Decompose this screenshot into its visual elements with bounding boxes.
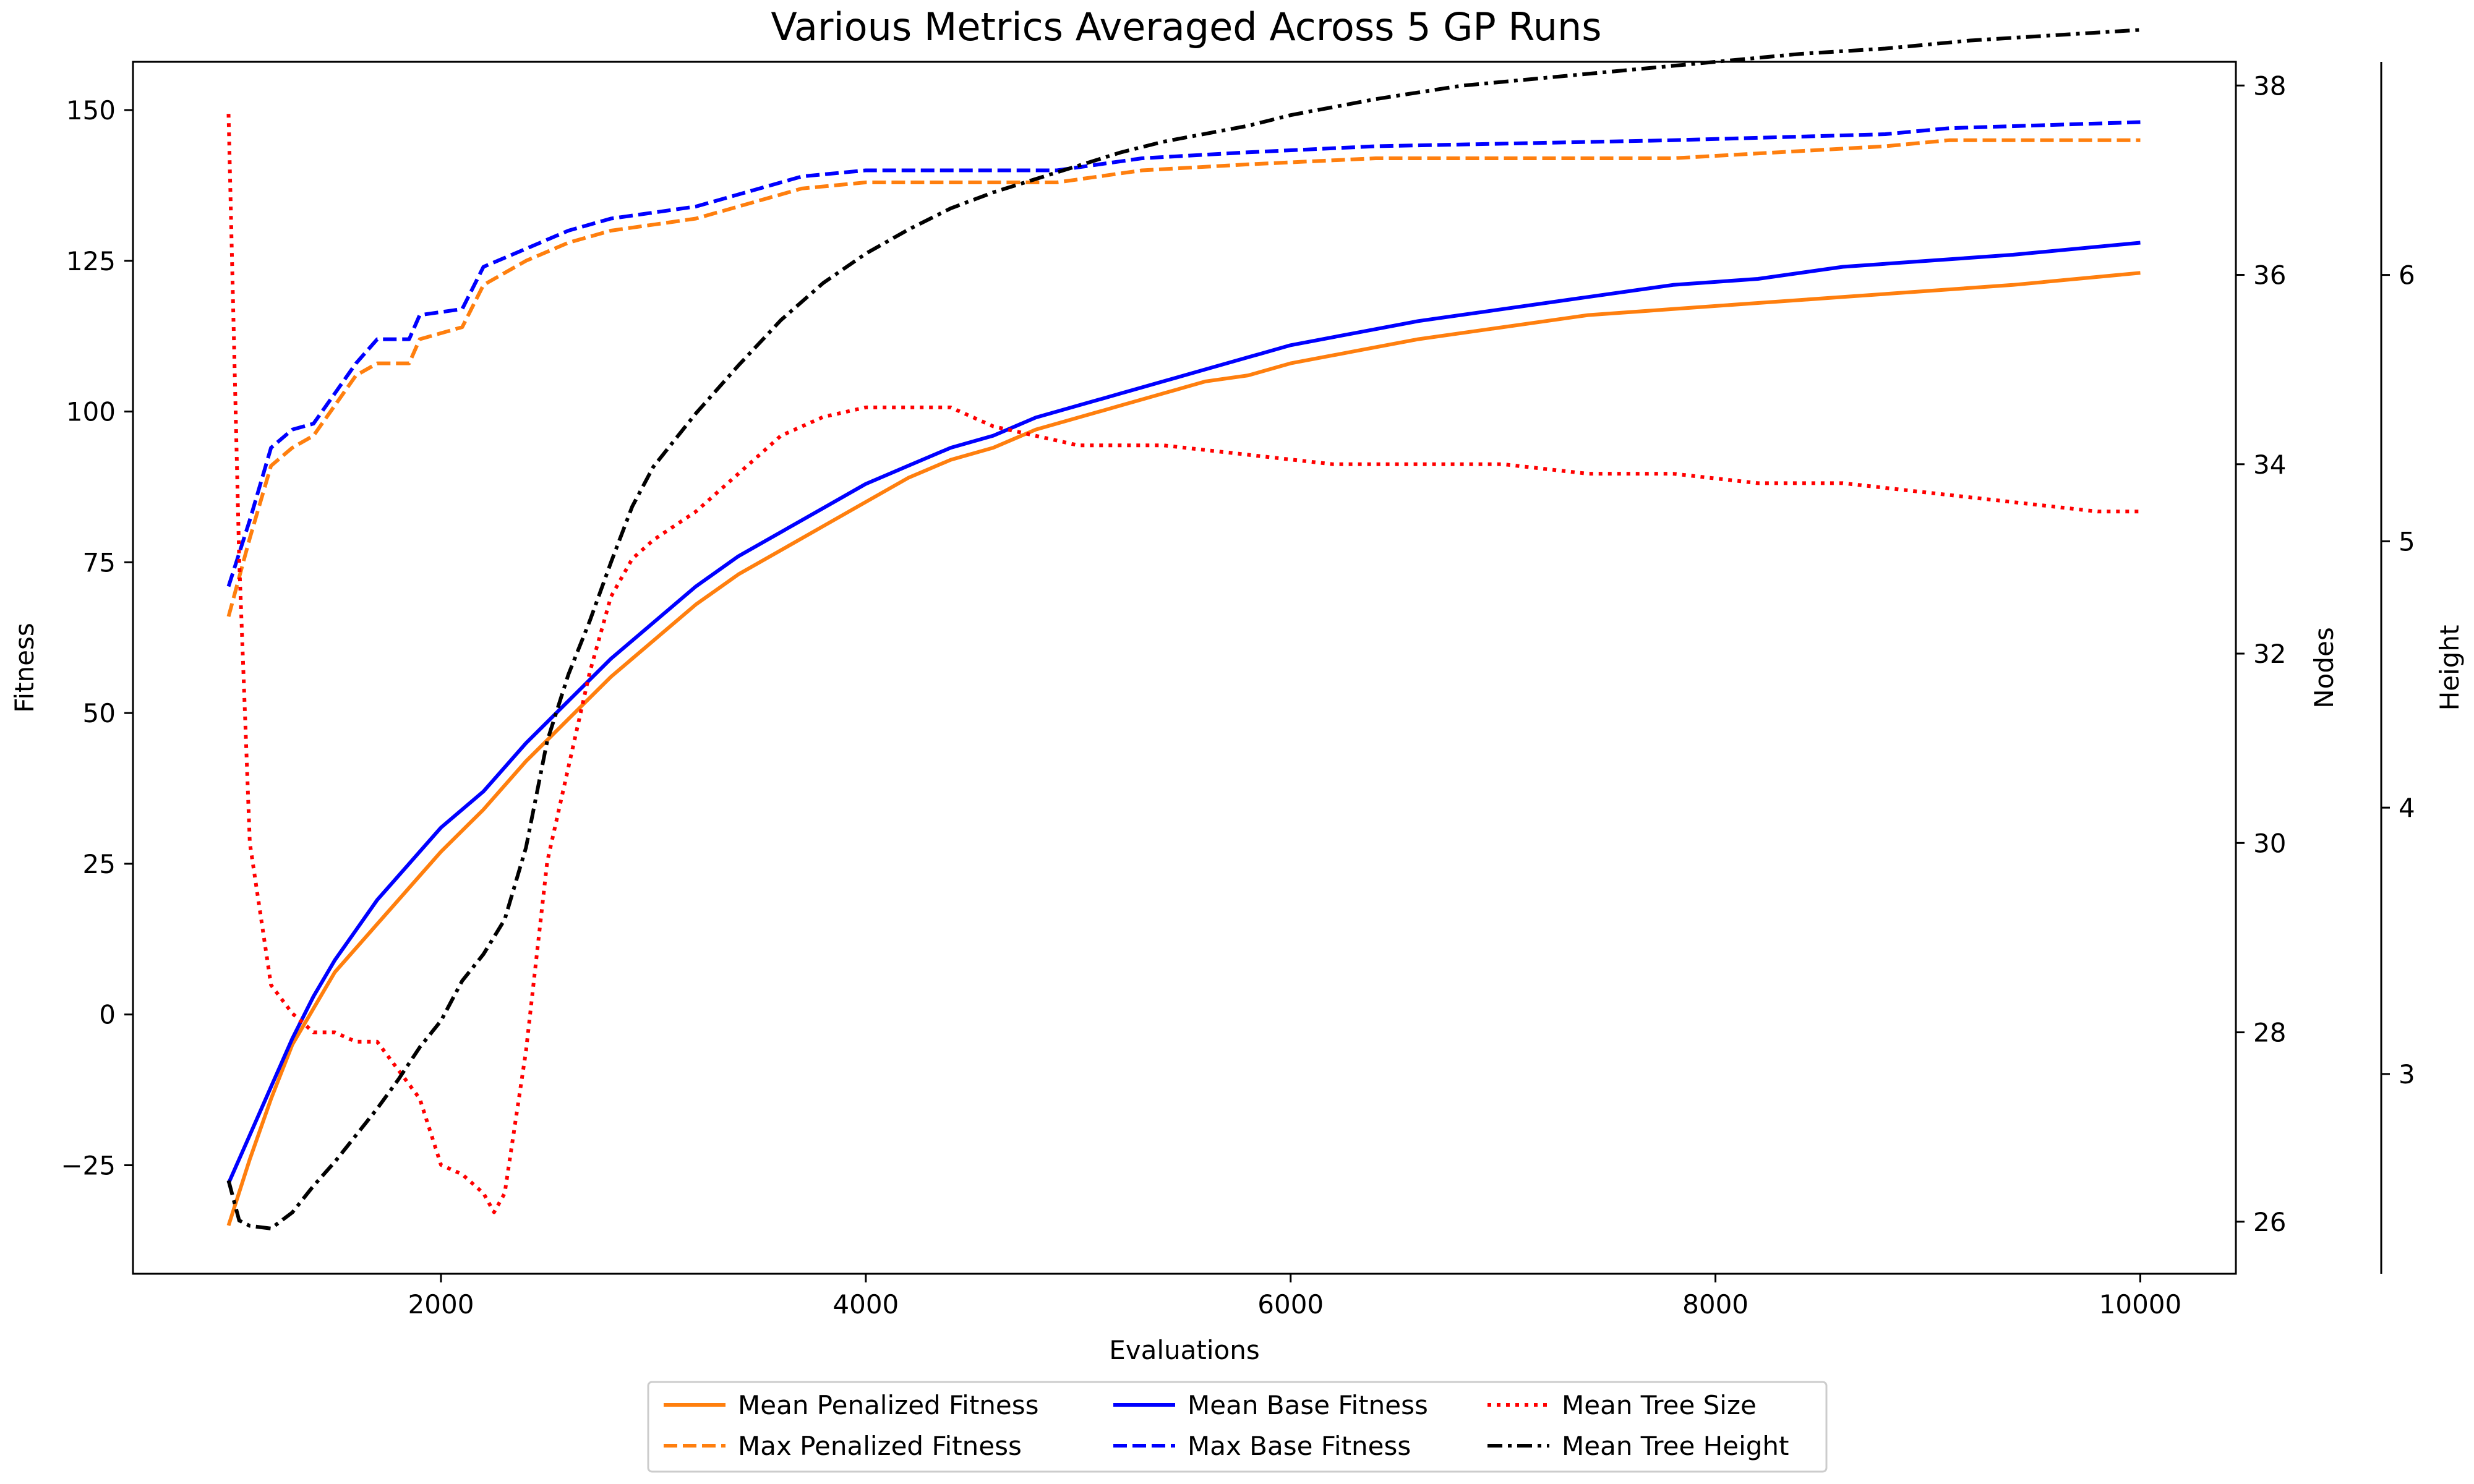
height-tick-label: 5 (2399, 526, 2415, 556)
fitness-tick-label: 75 (83, 547, 116, 578)
legend: Mean Penalized Fitness Max Penalized Fitn… (647, 1381, 1828, 1473)
series-line-5 (226, 28, 2141, 1230)
fitness-tick-label: 25 (83, 849, 116, 879)
legend-frame (647, 1381, 1828, 1473)
height-tick-label: 6 (2399, 260, 2415, 291)
nodes-tick-label: 34 (2253, 450, 2286, 480)
fitness-tick-label: −25 (61, 1150, 116, 1180)
nodes-axis-label: Nodes (2309, 627, 2339, 709)
fitness-axis-label: Fitness (9, 623, 40, 712)
plot-frame (132, 61, 2237, 1275)
legend-label: Mean Base Fitness (1188, 1390, 1428, 1420)
x-tick-label: 6000 (1257, 1289, 1324, 1320)
nodes-tick-label: 26 (2253, 1207, 2286, 1237)
nodes-tick-label: 38 (2253, 70, 2286, 101)
fitness-tick-label: 50 (83, 698, 116, 728)
legend-label: Mean Penalized Fitness (738, 1390, 1039, 1420)
series-line-3 (226, 120, 2141, 587)
series-line-1 (226, 138, 2141, 617)
fitness-axis-ticks: −25 0 25 50 75 100 125 150 (61, 95, 133, 1180)
height-axis-label: Height (2434, 625, 2465, 711)
series-line-4 (226, 114, 2141, 1214)
nodes-tick-label: 36 (2253, 260, 2286, 291)
chart-title: Various Metrics Averaged Across 5 GP Run… (771, 4, 1601, 49)
height-tick-label: 3 (2399, 1059, 2415, 1090)
nodes-axis-ticks: 26 28 30 32 34 36 38 (2236, 70, 2286, 1237)
x-tick-label: 10000 (2099, 1289, 2182, 1320)
height-axis-ticks: 3 4 5 6 (2381, 260, 2415, 1090)
fitness-tick-label: 0 (99, 1000, 116, 1030)
series-layer (226, 28, 2141, 1230)
x-axis-label: Evaluations (1109, 1335, 1260, 1365)
height-tick-label: 4 (2399, 793, 2415, 823)
x-tick-label: 8000 (1682, 1289, 1748, 1320)
nodes-tick-label: 32 (2253, 639, 2286, 669)
x-tick-label: 2000 (408, 1289, 474, 1320)
fitness-tick-label: 150 (66, 95, 116, 126)
legend-label: Max Base Fitness (1188, 1431, 1411, 1461)
legend-label: Mean Tree Size (1562, 1390, 1757, 1420)
fitness-tick-label: 125 (66, 246, 116, 276)
x-tick-label: 4000 (833, 1289, 899, 1320)
x-axis-ticks: 2000 4000 6000 8000 10000 (408, 1274, 2182, 1320)
nodes-tick-label: 28 (2253, 1018, 2286, 1048)
nodes-tick-label: 30 (2253, 828, 2286, 858)
series-line-0 (226, 271, 2141, 1226)
legend-label: Max Penalized Fitness (738, 1431, 1022, 1461)
fitness-tick-label: 100 (66, 397, 116, 427)
series-line-2 (226, 241, 2141, 1184)
legend-label: Mean Tree Height (1562, 1431, 1789, 1461)
